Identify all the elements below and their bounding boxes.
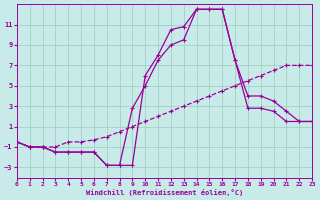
X-axis label: Windchill (Refroidissement éolien,°C): Windchill (Refroidissement éolien,°C) [86, 189, 243, 196]
